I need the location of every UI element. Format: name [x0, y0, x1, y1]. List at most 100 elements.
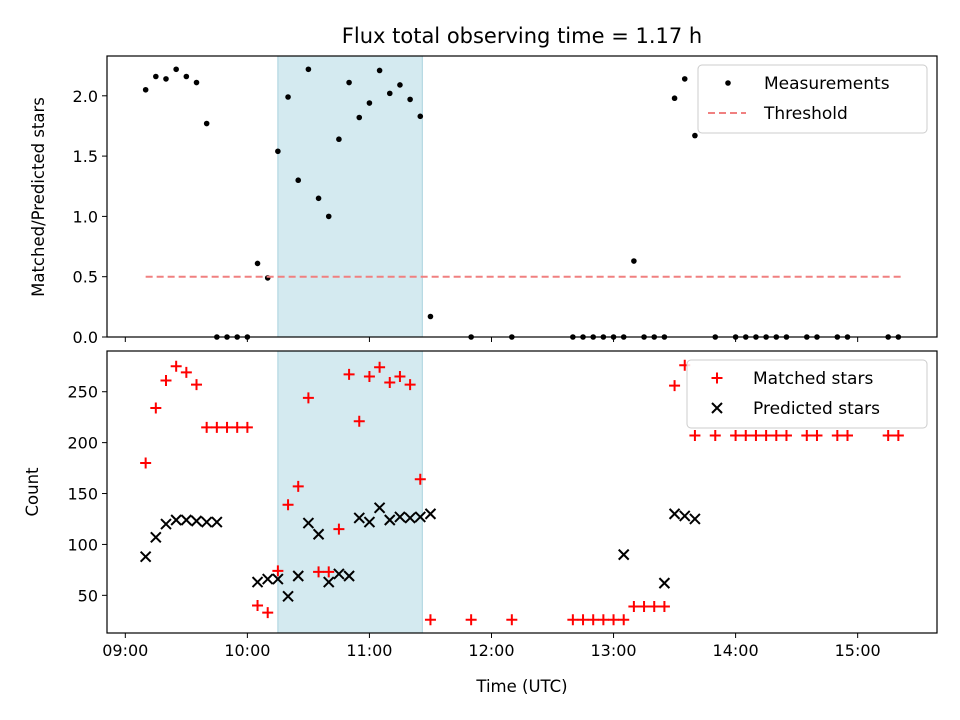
top-y-tick-label: 0.5: [73, 268, 98, 287]
matched-star-point: [333, 523, 345, 535]
measurement-point: [193, 79, 200, 86]
matched-star-point: [170, 360, 182, 372]
predicted-star-point: [414, 511, 426, 523]
bottom-y-tick-label: 200: [67, 434, 98, 453]
matched-star-point: [404, 379, 416, 391]
predicted-star-point: [668, 508, 681, 520]
measurement-point: [325, 213, 332, 220]
bottom-x-tick-label: 09:00: [102, 641, 148, 660]
matched-star-point: [262, 607, 274, 619]
predicted-star-point: [404, 512, 416, 524]
legend-label: Measurements: [764, 74, 890, 94]
legend-predicted-swatch: [711, 402, 723, 414]
measurement-point: [285, 94, 291, 100]
matched-star-point: [231, 421, 243, 433]
matched-star-point: [343, 368, 355, 380]
predicted-star-point: [394, 511, 406, 523]
legend-label: Matched stars: [753, 369, 873, 389]
predicted-star-point: [689, 513, 701, 525]
measurement-point: [295, 177, 302, 184]
matched-star-point: [191, 379, 203, 391]
predicted-star-point: [190, 515, 203, 527]
matched-star-point: [160, 375, 172, 387]
measurement-point: [254, 260, 261, 267]
measurement-point: [163, 76, 169, 82]
matched-star-point: [618, 614, 630, 626]
matched-star-point: [424, 614, 436, 626]
highlight-span: [277, 350, 423, 634]
matched-star-point: [201, 421, 213, 433]
predicted-star-point: [211, 516, 223, 528]
predicted-star-point: [679, 510, 691, 522]
top-y-tick-label: 1.5: [73, 147, 98, 166]
predicted-star-point: [353, 512, 365, 524]
bottom-x-tick-label: 12:00: [468, 641, 514, 660]
legend-box: [686, 359, 928, 429]
matched-star-point: [353, 415, 365, 427]
matched-star-point: [760, 429, 772, 441]
measurement-point: [315, 195, 322, 202]
measurement-point: [386, 90, 393, 97]
matched-star-point: [313, 566, 325, 578]
matched-star-point: [506, 614, 518, 626]
legend-label: Threshold: [763, 104, 848, 124]
bottom-y-tick-label: 50: [78, 586, 98, 605]
predicted-star-point: [292, 570, 304, 582]
bottom-x-tick-label: 13:00: [590, 641, 636, 660]
matched-star-point: [567, 614, 579, 626]
matched-star-point: [801, 429, 813, 441]
matched-star-point: [770, 429, 782, 441]
bottom-y-tick-label: 150: [67, 485, 98, 504]
matched-star-point: [780, 429, 792, 441]
predicted-star-point: [424, 508, 437, 520]
matched-star-point: [577, 614, 589, 626]
measurement-point: [427, 313, 434, 320]
bottom-x-tick-label: 14:00: [713, 641, 759, 660]
highlight-span: [277, 55, 423, 338]
matched-star-point: [740, 429, 752, 441]
matched-star-point: [140, 457, 152, 469]
predicted-star-point: [251, 576, 264, 588]
measurement-point: [153, 73, 159, 80]
matched-star-point: [882, 429, 894, 441]
predicted-star-point: [170, 514, 182, 526]
predicted-star-point: [272, 573, 284, 585]
measurement-point: [173, 66, 179, 73]
matched-star-point: [597, 614, 609, 626]
measurement-point: [397, 82, 403, 88]
matched-star-point: [608, 614, 620, 626]
predicted-star-point: [312, 528, 325, 540]
matched-star-point: [252, 600, 264, 612]
matched-star-point: [730, 429, 742, 441]
predicted-star-point: [333, 568, 345, 580]
measurement-point: [356, 114, 363, 121]
bottom-legend: Matched stars Predicted stars: [686, 359, 928, 429]
matched-star-point: [465, 614, 477, 626]
predicted-star-point: [200, 516, 213, 528]
x-axis-label: Time (UTC): [475, 677, 567, 696]
measurement-point: [671, 95, 678, 102]
legend-label: Predicted stars: [753, 399, 880, 419]
measurement-point: [142, 86, 149, 93]
matched-star-point: [648, 601, 660, 613]
top-y-tick-label: 0.0: [73, 328, 98, 347]
matched-star-point: [587, 614, 599, 626]
matched-star-point: [709, 429, 721, 441]
top-y-tick-label: 1.0: [73, 207, 98, 226]
top-y-tick-label: 2.0: [73, 87, 98, 106]
bottom-y-tick-label: 100: [67, 535, 98, 554]
predicted-star-point: [363, 516, 376, 528]
matched-star-point: [628, 601, 640, 613]
matched-star-point: [394, 370, 406, 382]
measurement-point: [275, 148, 281, 155]
matched-star-point: [150, 402, 162, 414]
measurement-point: [336, 136, 342, 143]
chart-title: Flux total observing time = 1.17 h: [342, 24, 702, 48]
bottom-x-tick-label: 11:00: [346, 641, 392, 660]
bottom-x-tick-label: 15:00: [835, 641, 881, 660]
matched-star-point: [892, 429, 904, 441]
legend-matched-swatch: [711, 372, 723, 384]
predicted-star-point: [343, 570, 355, 582]
predicted-star-point: [373, 502, 386, 514]
top-axes-frame: [106, 55, 938, 338]
